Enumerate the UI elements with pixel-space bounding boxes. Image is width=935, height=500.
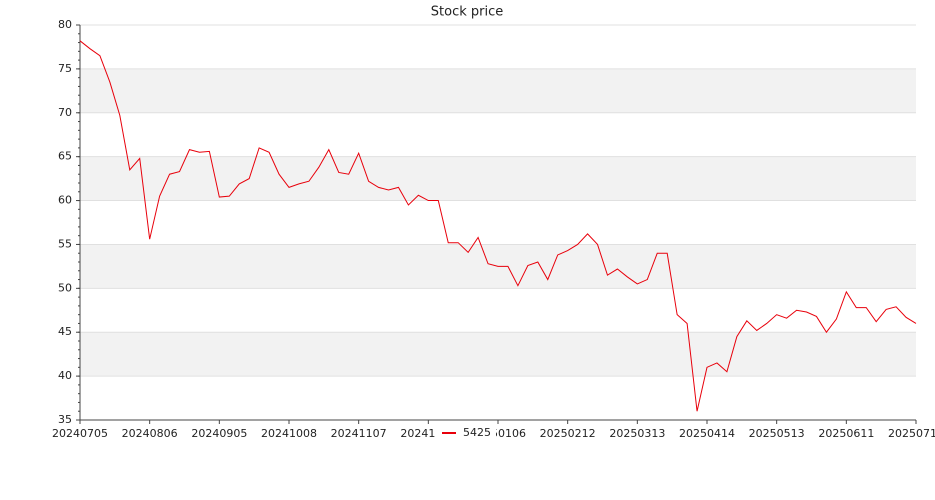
price-line <box>79 40 917 412</box>
grid-band <box>80 68 916 113</box>
y-tick-label: 50 <box>58 281 72 294</box>
x-tick-label: 20240905 <box>191 427 247 440</box>
y-tick-label: 60 <box>58 194 72 207</box>
x-tick-label: 20241008 <box>261 427 317 440</box>
y-tick-label: 75 <box>58 62 72 75</box>
x-tick-label: 20250212 <box>540 427 596 440</box>
legend-label: 5425 <box>463 426 491 439</box>
x-tick-label: 20240806 <box>122 427 178 440</box>
x-tick-label: 20241107 <box>331 427 387 440</box>
grid-band <box>80 156 916 201</box>
grid-band <box>80 332 916 377</box>
y-tick-label: 40 <box>58 369 72 382</box>
chart-title: Stock price <box>431 5 503 20</box>
x-tick-label: 20250710 <box>888 427 935 440</box>
x-tick-label: 20250414 <box>679 427 735 440</box>
y-tick-label: 35 <box>58 413 72 426</box>
y-tick-label: 80 <box>58 18 72 31</box>
legend: 5425 <box>436 424 496 442</box>
y-tick-label: 55 <box>58 237 72 250</box>
x-tick-label: 20240705 <box>52 427 108 440</box>
y-tick-label: 65 <box>58 150 72 163</box>
x-tick-label: 20250513 <box>749 427 805 440</box>
y-tick-label: 70 <box>58 106 72 119</box>
x-tick-label: 20250313 <box>609 427 665 440</box>
legend-box <box>436 424 496 442</box>
y-tick-label: 45 <box>58 325 72 338</box>
x-tick-label: 20250611 <box>818 427 874 440</box>
